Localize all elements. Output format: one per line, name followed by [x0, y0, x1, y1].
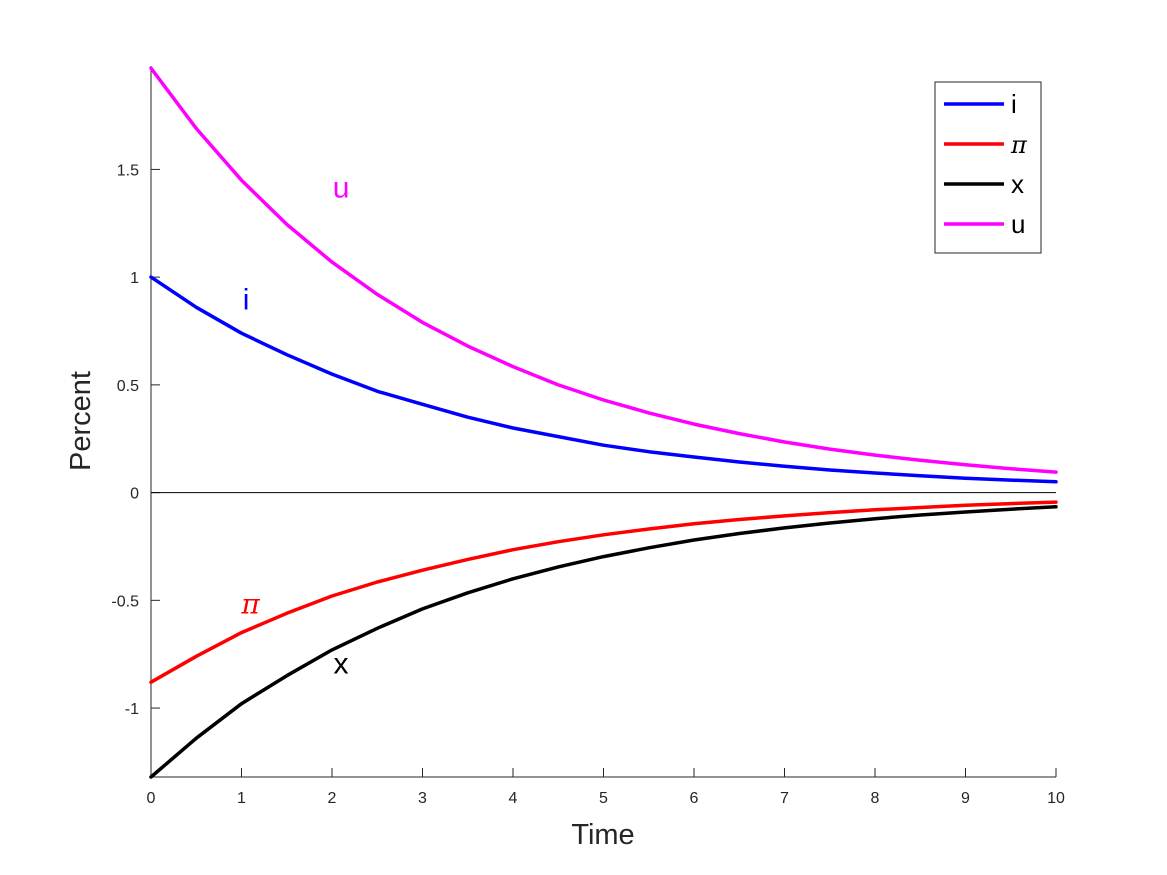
- axes: 0 1 2 3 4 5 6 7 8 9 10 -1 -0.5 0 0.5 1 1.5: [111, 66, 1065, 807]
- legend-entry-label: π: [1010, 131, 1028, 159]
- x-axis-label: Time: [571, 819, 634, 851]
- y-tick-label: 0.5: [117, 378, 139, 395]
- x-tick-label: 0: [147, 790, 156, 807]
- series-line-4: [149, 66, 1058, 474]
- series-line-2: [149, 500, 1058, 684]
- series-annotation: u: [333, 171, 350, 204]
- y-tick-label: 1.5: [117, 162, 139, 179]
- series-line-1: [149, 275, 1058, 484]
- series-annotation: π: [240, 587, 260, 620]
- x-tick-label: 1: [237, 790, 246, 807]
- plot-background: [151, 66, 1056, 777]
- x-tick-label: 7: [780, 790, 789, 807]
- y-tick-label: -0.5: [111, 593, 139, 610]
- x-tick-label: 3: [418, 790, 427, 807]
- series-annotation: x: [334, 648, 349, 681]
- y-tick-label: 1: [130, 270, 139, 287]
- series-layer: [149, 66, 1058, 779]
- legend-entry-label: i: [1011, 89, 1017, 119]
- x-tick-label: 8: [871, 790, 880, 807]
- series-line-3: [149, 505, 1058, 779]
- annotation-layer: u i π x: [240, 171, 349, 680]
- legend-entry-label: x: [1011, 169, 1024, 199]
- y-axis-label: Percent: [65, 371, 97, 471]
- x-tick-label: 9: [961, 790, 970, 807]
- y-tick-label: 0: [130, 486, 139, 503]
- x-tick-label: 6: [690, 790, 699, 807]
- x-tick-label: 5: [599, 790, 608, 807]
- x-tick-label: 10: [1047, 790, 1065, 807]
- y-tick-label: -1: [125, 701, 139, 718]
- series-annotation: i: [243, 283, 250, 316]
- x-tick-label: 2: [328, 790, 337, 807]
- x-tick-label: 4: [509, 790, 518, 807]
- legend-entry-label: u: [1011, 209, 1025, 239]
